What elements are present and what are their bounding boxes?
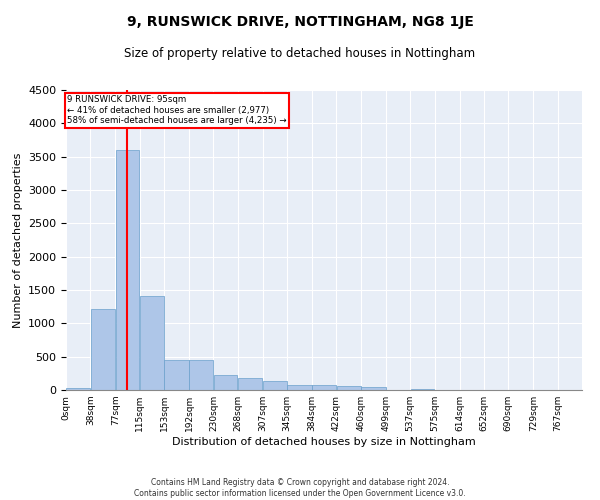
Bar bbox=[164, 360, 189, 390]
Bar bbox=[91, 308, 115, 390]
Y-axis label: Number of detached properties: Number of detached properties bbox=[13, 152, 23, 328]
Bar bbox=[337, 386, 361, 390]
Text: 9 RUNSWICK DRIVE: 95sqm
← 41% of detached houses are smaller (2,977)
58% of semi: 9 RUNSWICK DRIVE: 95sqm ← 41% of detache… bbox=[67, 96, 287, 125]
Text: Contains HM Land Registry data © Crown copyright and database right 2024.
Contai: Contains HM Land Registry data © Crown c… bbox=[134, 478, 466, 498]
Bar bbox=[263, 382, 287, 390]
Bar bbox=[116, 150, 139, 390]
Bar bbox=[140, 296, 164, 390]
Bar bbox=[190, 360, 213, 390]
Bar bbox=[313, 385, 336, 390]
Bar bbox=[361, 386, 386, 390]
Bar bbox=[214, 374, 238, 390]
Bar bbox=[410, 388, 434, 390]
Bar bbox=[67, 388, 90, 390]
Text: Size of property relative to detached houses in Nottingham: Size of property relative to detached ho… bbox=[124, 48, 476, 60]
Bar bbox=[238, 378, 262, 390]
Text: 9, RUNSWICK DRIVE, NOTTINGHAM, NG8 1JE: 9, RUNSWICK DRIVE, NOTTINGHAM, NG8 1JE bbox=[127, 15, 473, 29]
X-axis label: Distribution of detached houses by size in Nottingham: Distribution of detached houses by size … bbox=[172, 437, 476, 447]
Bar bbox=[287, 384, 312, 390]
